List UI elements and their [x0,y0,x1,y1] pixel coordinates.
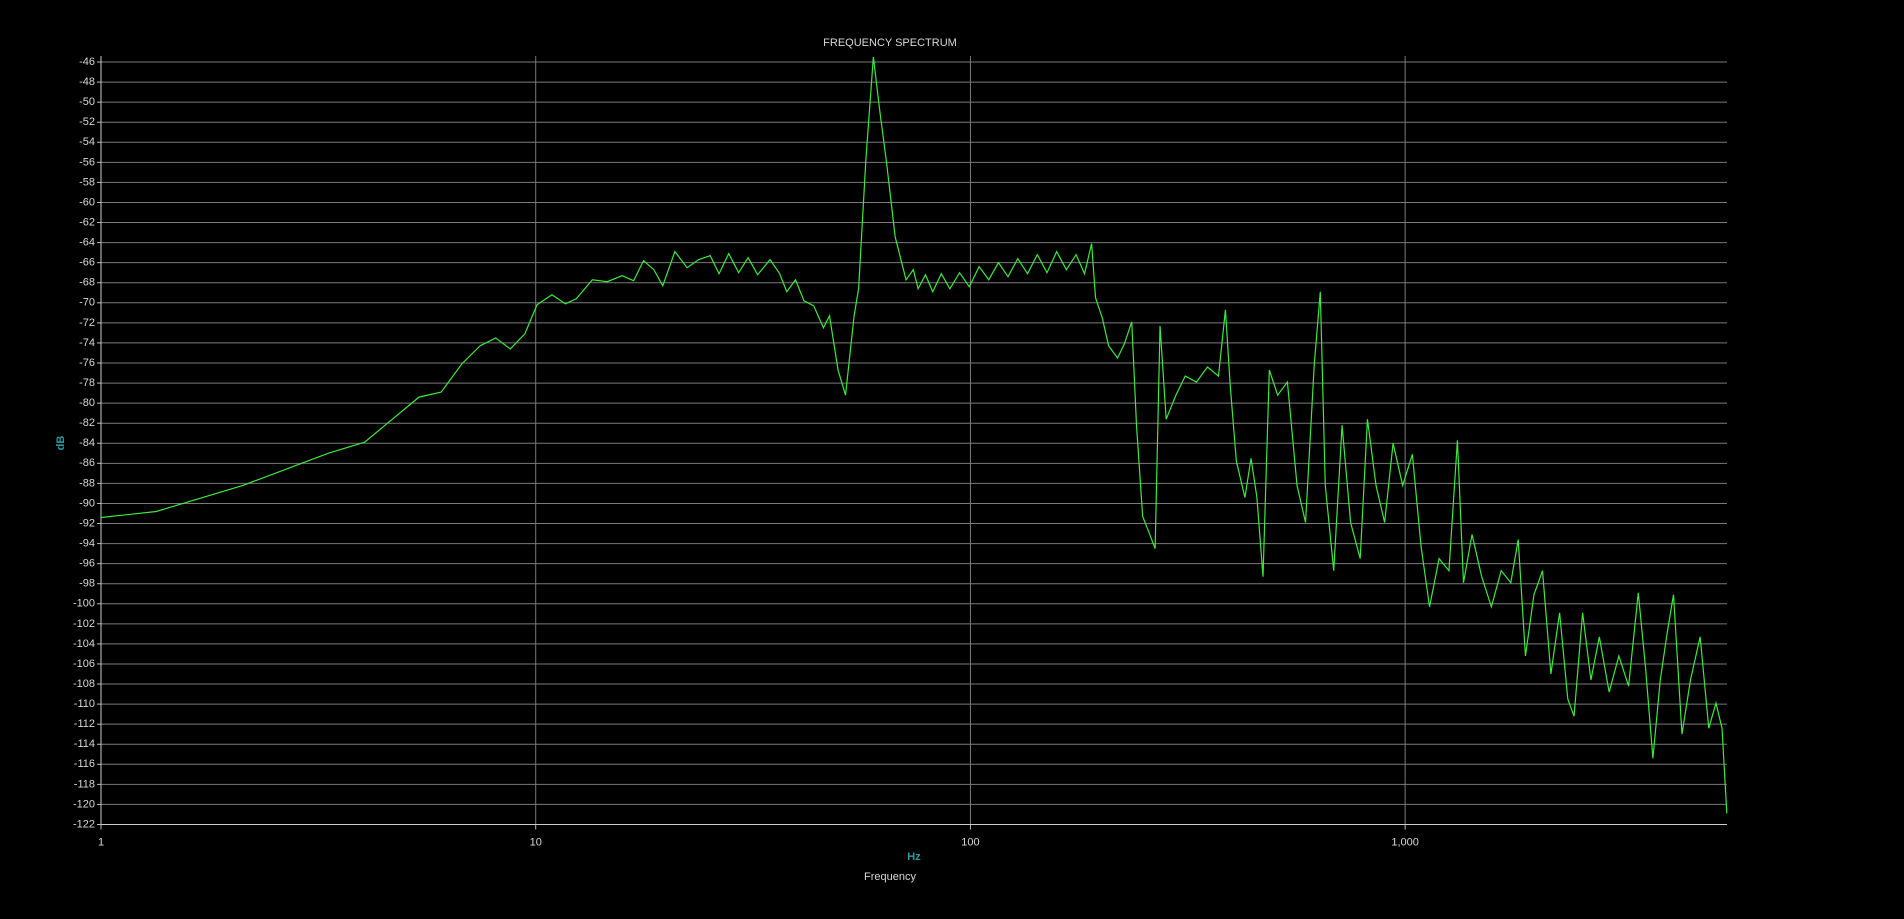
y-tick-label: -98 [79,578,95,590]
y-tick-label: -76 [79,357,95,369]
y-tick-label: -102 [73,618,95,630]
y-tick-label: -58 [79,176,95,188]
y-tick-label: -72 [79,317,95,329]
y-tick-label: -62 [79,216,95,228]
y-tick-label: -60 [79,196,95,208]
y-tick-label: -64 [79,237,95,249]
x-tick-label: 100 [961,836,979,848]
spectrum-line [100,56,1728,814]
y-tick-label: -116 [74,758,95,770]
x-axis-unit: Hz [907,851,921,863]
y-tick-label: -78 [79,377,95,389]
y-tick-label: -88 [79,477,95,489]
y-tick-label: -112 [74,718,95,730]
y-tick-label: -66 [79,257,95,269]
y-tick-label: -52 [79,116,95,128]
chart-title: FREQUENCY SPECTRUM [823,37,957,49]
y-tick-label: -90 [79,497,95,509]
y-tick-label: -74 [79,337,95,349]
y-tick-label: -118 [74,778,95,790]
y-tick-label: -114 [74,738,95,750]
y-tick-label: -46 [79,56,95,68]
y-tick-label: -84 [79,437,95,449]
y-tick-label: -92 [79,517,95,529]
y-tick-label: -54 [79,136,95,148]
y-tick-label: -68 [79,277,95,289]
y-tick-label: -110 [74,698,95,710]
y-tick-label: -108 [73,678,95,690]
y-tick-label: -48 [79,76,95,88]
x-tick-label: 10 [530,836,542,848]
y-axis-label: dB [55,436,67,451]
y-tick-label: -100 [73,598,95,610]
x-tick-label: 1,000 [1391,836,1419,848]
y-tick-label: -104 [73,638,95,650]
y-tick-label: -80 [79,397,95,409]
y-tick-label: -70 [79,297,95,309]
y-tick-label: -56 [79,156,95,168]
y-tick-label: -120 [73,798,95,810]
y-tick-label: -106 [73,658,95,670]
x-axis-label: Frequency [864,871,916,883]
y-tick-label: -122 [73,818,95,830]
x-tick-label: 1 [98,836,104,848]
y-tick-label: -82 [79,417,95,429]
y-tick-label: -96 [79,558,95,570]
y-tick-label: -50 [79,96,95,108]
y-tick-label: -86 [79,457,95,469]
y-tick-label: -94 [79,537,95,549]
